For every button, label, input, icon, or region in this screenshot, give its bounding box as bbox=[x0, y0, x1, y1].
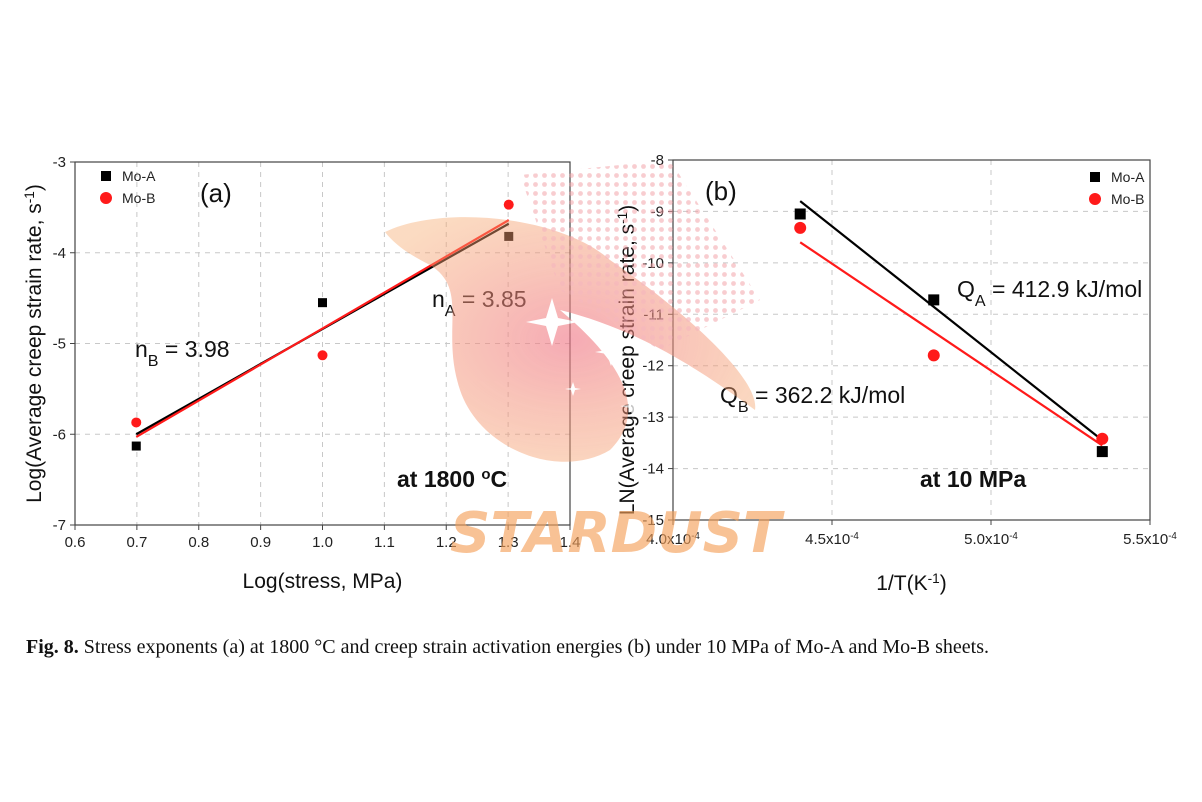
x-tick-label: 1.3 bbox=[498, 534, 519, 551]
watermark-logo: STARDUST bbox=[385, 160, 785, 566]
y-tick-label: -5 bbox=[53, 336, 66, 353]
x-tick-label: 5.5x10-4 bbox=[1123, 531, 1177, 549]
data-point-mo-a bbox=[131, 441, 141, 451]
x-tick-label: 1.1 bbox=[374, 534, 395, 551]
annotation-nB: nB = 3.98 bbox=[135, 336, 230, 370]
fit-line-mo-a bbox=[799, 200, 1103, 442]
y-tick-label: -12 bbox=[642, 358, 664, 375]
fit-line-mo-b bbox=[799, 241, 1103, 447]
legend-label: Mo-A bbox=[1111, 169, 1145, 185]
legend-label: Mo-B bbox=[122, 190, 155, 206]
legend-label: Mo-A bbox=[122, 168, 156, 184]
x-tick-label: 4.5x10-4 bbox=[805, 531, 859, 549]
x-tick-label: 1.4 bbox=[560, 534, 581, 551]
x-axis-label: 1/T(K-1) bbox=[876, 571, 946, 596]
plot-frame bbox=[672, 159, 1151, 521]
annotation-QA: QA = 412.9 kJ/mol bbox=[957, 276, 1142, 310]
watermark-text: STARDUST bbox=[450, 501, 785, 566]
caption-label: Fig. 8. bbox=[26, 636, 79, 658]
y-tick-label: -14 bbox=[642, 461, 664, 478]
panel-b: 4.0x10-44.5x10-45.0x10-45.5x10-4-8-9-10-… bbox=[615, 152, 1178, 595]
data-point-mo-b bbox=[317, 350, 328, 361]
y-tick-label: -3 bbox=[53, 154, 66, 171]
x-tick-label: 0.8 bbox=[188, 534, 209, 551]
data-point-mo-a bbox=[318, 298, 327, 308]
condition-label: at 1800 oC bbox=[397, 466, 507, 493]
annotation-QB: QB = 362.2 kJ/mol bbox=[720, 382, 905, 416]
legend-marker bbox=[101, 171, 111, 181]
y-axis-label: Log(Average creep strain rate, s-1) bbox=[22, 184, 47, 503]
y-tick-label: -13 bbox=[642, 409, 664, 426]
data-point-mo-b bbox=[503, 199, 514, 210]
legend-marker bbox=[100, 192, 112, 204]
x-tick-label: 1.2 bbox=[436, 534, 457, 551]
caption-text: Stress exponents (a) at 1800 °C and cree… bbox=[78, 636, 989, 658]
data-point-mo-a bbox=[928, 294, 940, 306]
data-point-mo-b bbox=[131, 417, 142, 428]
data-point-mo-b bbox=[1096, 432, 1109, 445]
y-tick-label: -15 bbox=[642, 512, 664, 529]
x-tick-label: 5.0x10-4 bbox=[964, 531, 1018, 549]
data-point-mo-b bbox=[794, 221, 807, 234]
x-tick-label: 1.0 bbox=[312, 534, 333, 551]
x-tick-label: 4.0x10-4 bbox=[646, 531, 700, 549]
panel-label: (a) bbox=[200, 178, 232, 208]
y-tick-label: -6 bbox=[53, 426, 66, 443]
data-point-mo-a bbox=[794, 208, 806, 220]
legend-marker bbox=[1089, 193, 1101, 205]
data-point-mo-a bbox=[1096, 446, 1108, 458]
x-axis-label: Log(stress, MPa) bbox=[243, 570, 403, 593]
condition-label: at 10 MPa bbox=[920, 466, 1026, 492]
panel-label: (b) bbox=[705, 176, 737, 206]
legend-label: Mo-B bbox=[1111, 191, 1144, 207]
legend-marker bbox=[1090, 172, 1100, 182]
data-point-mo-b bbox=[927, 349, 940, 362]
y-tick-label: -4 bbox=[53, 245, 66, 262]
figure-caption: Fig. 8. Stress exponents (a) at 1800 °C … bbox=[26, 636, 1196, 659]
x-tick-label: 0.9 bbox=[250, 534, 271, 551]
x-tick-label: 0.7 bbox=[126, 534, 147, 551]
chart-canvas: 0.6 0.7 0.8 0.9 1.0 1.1 1.2 1.3 1.4 -3 -4 -5 -6 -7 Log… bbox=[22, 152, 1178, 595]
y-tick-label: -7 bbox=[53, 517, 66, 534]
x-tick-label: 0.6 bbox=[65, 534, 86, 551]
